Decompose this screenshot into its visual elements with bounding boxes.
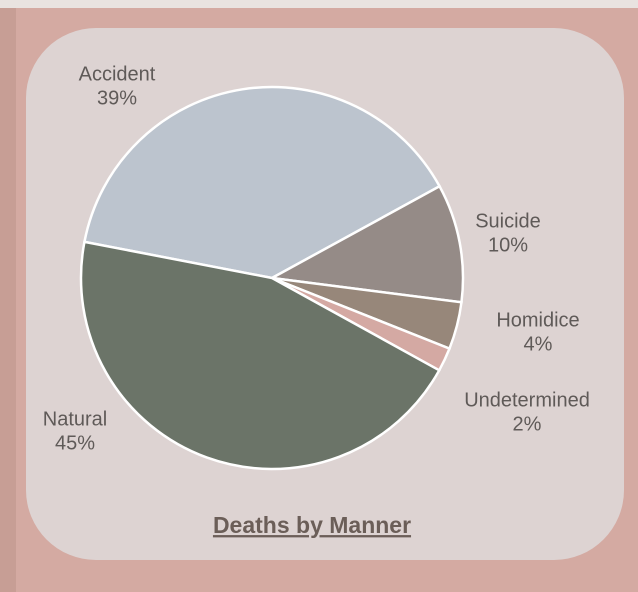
top-strip	[0, 0, 638, 8]
slice-value-label: 4%	[524, 333, 553, 355]
slice-label: Homidice	[496, 309, 579, 331]
slice-value-label: 10%	[488, 234, 528, 256]
slice-label: Natural	[43, 408, 107, 430]
slice-value-label: 39%	[97, 87, 137, 109]
slice-value-label: 45%	[55, 432, 95, 454]
slice-value-label: 2%	[513, 413, 542, 435]
slice-label: Accident	[79, 63, 156, 85]
pie-slice	[268, 184, 465, 304]
slice-label: Undetermined	[464, 389, 590, 411]
chart-title: Deaths by Manner	[213, 512, 411, 538]
slice-label: Suicide	[475, 210, 541, 232]
left-edge	[0, 8, 16, 592]
pie-slice	[79, 240, 441, 471]
pie-slice	[82, 85, 442, 280]
